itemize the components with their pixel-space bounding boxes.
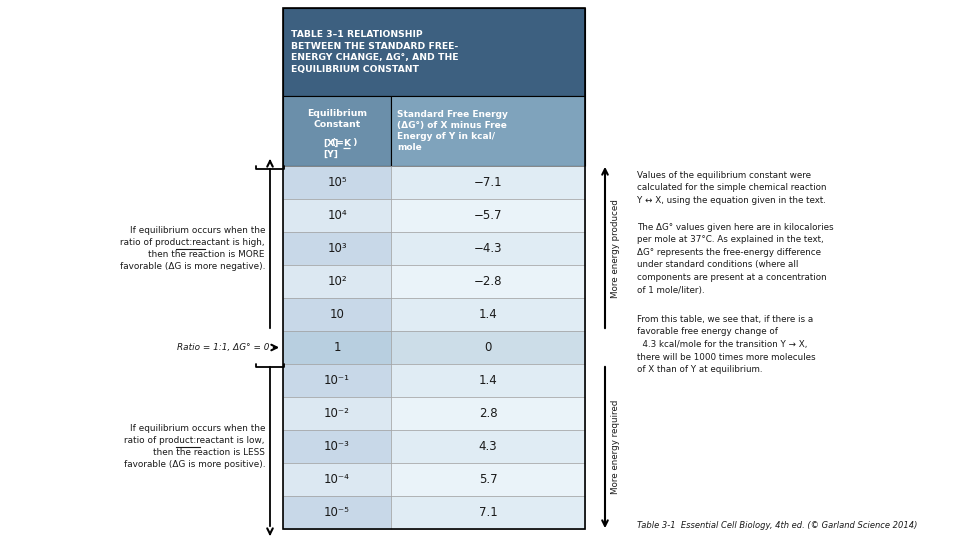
Text: 2.8: 2.8 [479,407,497,420]
Text: [X]: [X] [323,138,338,147]
Text: TABLE 3–1 RELATIONSHIP
BETWEEN THE STANDARD FREE-
ENERGY CHANGE, ΔG°, AND THE
EQ: TABLE 3–1 RELATIONSHIP BETWEEN THE STAND… [291,30,459,74]
Text: More energy produced: More energy produced [611,199,620,298]
Bar [283,8,585,529]
Text: −7.1: −7.1 [473,176,502,189]
Text: 10⁻²: 10⁻² [324,407,350,420]
Text: From this table, we see that, if there is a
favorable free energy change of
  4.: From this table, we see that, if there i… [637,315,816,374]
Text: 10⁻⁴: 10⁻⁴ [324,473,350,486]
Bar [391,331,585,364]
Bar [283,463,391,496]
Text: (=: (= [332,138,348,147]
Text: K: K [343,138,350,147]
Bar [391,298,585,331]
Bar [391,463,585,496]
Bar [283,96,391,166]
Text: 10: 10 [329,308,345,321]
Text: Values of the equilibrium constant were
calculated for the simple chemical react: Values of the equilibrium constant were … [637,171,827,205]
Text: ): ) [350,138,357,147]
Text: −2.8: −2.8 [473,275,502,288]
Text: More energy required: More energy required [611,399,620,494]
Bar [283,298,391,331]
Bar [391,199,585,232]
Text: Standard Free Energy
(ΔG°) of X minus Free
Energy of Y in kcal/
mole: Standard Free Energy (ΔG°) of X minus Fr… [397,110,508,152]
Text: 5.7: 5.7 [479,473,497,486]
Text: −5.7: −5.7 [473,209,502,222]
Text: 1.4: 1.4 [479,374,497,387]
Text: −4.3: −4.3 [473,242,502,255]
Bar [283,8,585,96]
Text: 10⁻¹: 10⁻¹ [324,374,350,387]
Bar [283,496,391,529]
Text: Equilibrium
Constant: Equilibrium Constant [307,109,367,129]
Bar [391,496,585,529]
Bar [391,232,585,265]
Bar [391,166,585,199]
Text: 7.1: 7.1 [479,506,497,519]
Text: Ratio = 1:1, ΔG° = 0: Ratio = 1:1, ΔG° = 0 [177,343,269,352]
Text: 4.3: 4.3 [479,440,497,453]
Text: If equilibrium occurs when the
ratio of product:reactant is high,
then the react: If equilibrium occurs when the ratio of … [120,226,265,271]
Bar [283,232,391,265]
Text: The ΔG° values given here are in kilocalories
per mole at 37°C. As explained in : The ΔG° values given here are in kilocal… [637,223,833,294]
Bar [283,430,391,463]
Text: [Y]: [Y] [323,150,338,159]
Text: 1.4: 1.4 [479,308,497,321]
Bar [283,397,391,430]
Bar [283,265,391,298]
Bar [283,199,391,232]
Bar [391,397,585,430]
Bar [283,364,391,397]
Text: Table 3-1  Essential Cell Biology, 4th ed. (© Garland Science 2014): Table 3-1 Essential Cell Biology, 4th ed… [637,521,918,530]
Bar [391,430,585,463]
Text: 10³: 10³ [327,242,347,255]
Bar [391,265,585,298]
Text: 10²: 10² [327,275,347,288]
Bar [391,364,585,397]
Bar [391,96,585,166]
Text: If equilibrium occurs when the
ratio of product:reactant is low,
then the reacti: If equilibrium occurs when the ratio of … [124,424,265,469]
Bar [283,331,391,364]
Text: 1: 1 [333,341,341,354]
Bar [283,166,391,199]
Text: 10⁵: 10⁵ [327,176,347,189]
Text: 10⁴: 10⁴ [327,209,347,222]
Text: 0: 0 [484,341,492,354]
Text: 10⁻³: 10⁻³ [324,440,350,453]
Text: 10⁻⁵: 10⁻⁵ [324,506,350,519]
